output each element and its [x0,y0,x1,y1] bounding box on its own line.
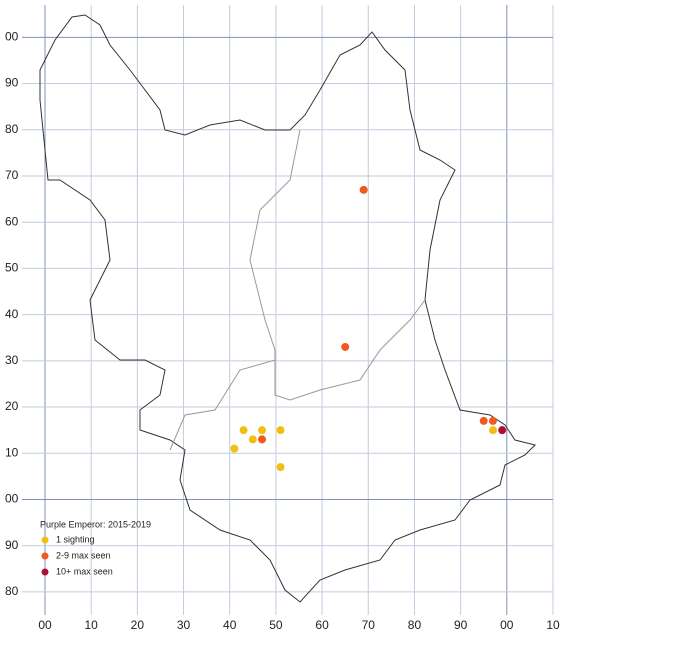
sighting-point [341,342,350,351]
legend-label: 10+ max seen [56,566,113,576]
legend: Purple Emperor: 2015-2019 1 sighting 2-9 … [40,519,151,576]
y-tick-label: 60 [5,214,19,228]
y-tick-label: 50 [5,261,19,275]
y-tick-label: 00 [5,30,19,44]
x-tick-label: 90 [454,618,468,632]
x-tick-label: 20 [131,618,145,632]
district-boundary [169,129,426,451]
y-tick-label: 90 [5,538,19,552]
sighting-point [239,426,248,435]
sighting-point [276,463,285,472]
grid: 00 10 20 30 40 50 60 70 80 90 00 10 80 90 00 10 20 30 40 50… [5,5,560,632]
y-tick-label: 30 [5,353,19,367]
x-tick-label: 80 [408,618,422,632]
sighting-point [248,435,257,444]
x-tick-label: 10 [85,618,99,632]
legend-marker [41,552,49,560]
y-tick-label: 90 [5,76,19,90]
x-tick-label: 30 [177,618,191,632]
x-tick-label: 70 [362,618,376,632]
x-tick-label: 40 [223,618,237,632]
sighting-point [479,416,488,425]
y-tick-label: 20 [5,399,19,413]
x-tick-label: 60 [315,618,329,632]
legend-marker [41,536,49,544]
sighting-point [258,426,267,435]
sighting-point [258,435,267,444]
sighting-point [276,426,285,435]
points [230,185,507,472]
sighting-point [488,426,497,435]
legend-label: 2-9 max seen [56,550,111,560]
sighting-point [230,444,239,453]
sighting-point [488,416,497,425]
legend-marker [41,568,49,576]
y-tick-label: 80 [5,122,19,136]
y-tick-label: 40 [5,307,19,321]
y-tick-label: 10 [5,445,19,459]
x-tick-label: 50 [269,618,283,632]
y-tick-label: 00 [5,492,19,506]
sighting-point [359,185,368,194]
x-tick-label: 00 [500,618,514,632]
y-tick-label: 70 [5,168,19,182]
county-outline [39,14,536,603]
x-tick-label: 00 [38,618,52,632]
y-tick-label: 80 [5,584,19,598]
x-tick-label: 10 [546,618,560,632]
sighting-point [498,426,507,435]
legend-title: Purple Emperor: 2015-2019 [40,519,151,529]
legend-label: 1 sighting [56,534,95,544]
